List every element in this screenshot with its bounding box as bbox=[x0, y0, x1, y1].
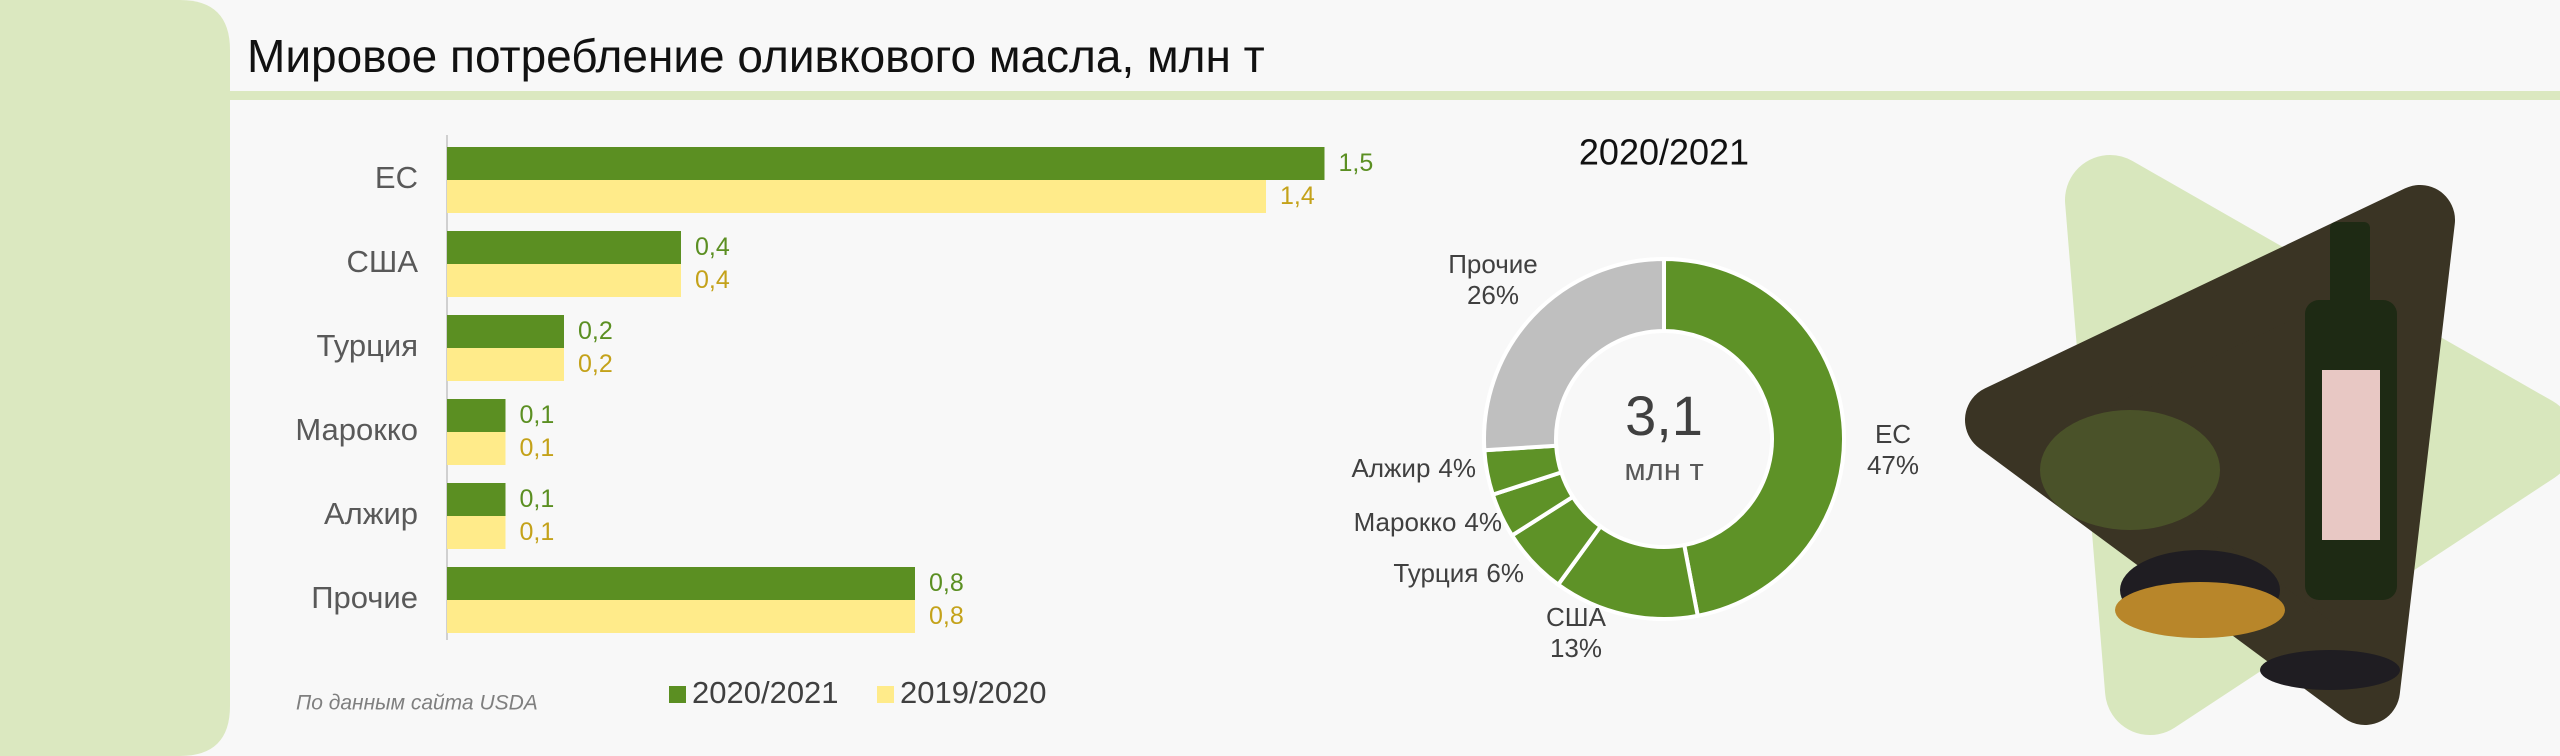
category-label: ЕС bbox=[375, 160, 418, 195]
slice-value: 26% bbox=[1467, 280, 1519, 310]
bar bbox=[447, 147, 1325, 180]
category-label: США bbox=[347, 244, 419, 279]
bar bbox=[447, 180, 1266, 213]
donut-slice bbox=[1662, 256, 1846, 619]
bar bbox=[447, 264, 681, 297]
bottle-neck bbox=[2330, 222, 2370, 312]
bar bbox=[447, 567, 915, 600]
source-note: По данным сайта USDA bbox=[296, 692, 538, 715]
bottle-label bbox=[2322, 370, 2380, 540]
slice-label: США bbox=[1546, 602, 1607, 632]
slice-value: 4% bbox=[1464, 507, 1502, 537]
slice-label: Прочие bbox=[1448, 249, 1538, 279]
photo-bowl bbox=[2115, 582, 2285, 638]
title-rule bbox=[230, 91, 2560, 100]
value-label: 0,2 bbox=[578, 350, 613, 378]
value-label: 0,2 bbox=[578, 317, 613, 345]
bar bbox=[447, 315, 564, 348]
value-label: 0,1 bbox=[520, 485, 555, 513]
legend-swatch bbox=[669, 686, 686, 703]
slice-value: 13% bbox=[1550, 633, 1602, 663]
value-label: 0,4 bbox=[695, 266, 730, 294]
category-label: Алжир bbox=[324, 496, 418, 531]
value-label: 0,1 bbox=[520, 434, 555, 462]
donut-slice bbox=[1482, 256, 1666, 453]
page-title: Мировое потребление оливкового масла, мл… bbox=[247, 30, 1265, 82]
bar bbox=[447, 231, 681, 264]
slice-label: Марокко bbox=[1354, 507, 1457, 537]
bar bbox=[447, 516, 506, 549]
center-unit: млн т bbox=[1624, 452, 1703, 487]
category-label: Марокко bbox=[295, 412, 418, 447]
value-label: 0,8 bbox=[929, 602, 964, 630]
bar bbox=[447, 600, 915, 633]
bar bbox=[447, 399, 506, 432]
slice-value: 47% bbox=[1867, 450, 1919, 480]
bar bbox=[447, 483, 506, 516]
value-label: 0,8 bbox=[929, 569, 964, 597]
slice-value: 6% bbox=[1486, 558, 1524, 588]
slice-label: ЕС bbox=[1875, 419, 1911, 449]
slice-label-line: Турция 6% bbox=[1393, 558, 1524, 588]
pie-title: 2020/2021 bbox=[1579, 132, 1749, 173]
value-label: 0,4 bbox=[695, 233, 730, 261]
slice-label: Турция bbox=[1393, 558, 1478, 588]
slice-label-line: Марокко 4% bbox=[1354, 507, 1502, 537]
value-label: 1,5 bbox=[1339, 149, 1374, 177]
value-label: 0,1 bbox=[520, 401, 555, 429]
bar bbox=[447, 432, 506, 465]
decoration bbox=[1965, 155, 2560, 735]
bar bbox=[447, 348, 564, 381]
category-label: Прочие bbox=[311, 580, 418, 615]
center-value: 3,1 bbox=[1625, 384, 1703, 447]
legend-swatch bbox=[877, 686, 894, 703]
slice-label-line: Алжир 4% bbox=[1352, 453, 1476, 483]
value-label: 1,4 bbox=[1280, 182, 1315, 210]
legend-label: 2019/2020 bbox=[900, 675, 1047, 710]
photo-olives bbox=[2260, 650, 2400, 690]
legend-label: 2020/2021 bbox=[692, 675, 839, 710]
photo-foliage bbox=[2040, 410, 2220, 530]
slice-value: 4% bbox=[1438, 453, 1476, 483]
slice-label: Алжир bbox=[1352, 453, 1431, 483]
category-label: Турция bbox=[317, 328, 418, 363]
sidebar bbox=[0, 0, 230, 756]
value-label: 0,1 bbox=[520, 518, 555, 546]
